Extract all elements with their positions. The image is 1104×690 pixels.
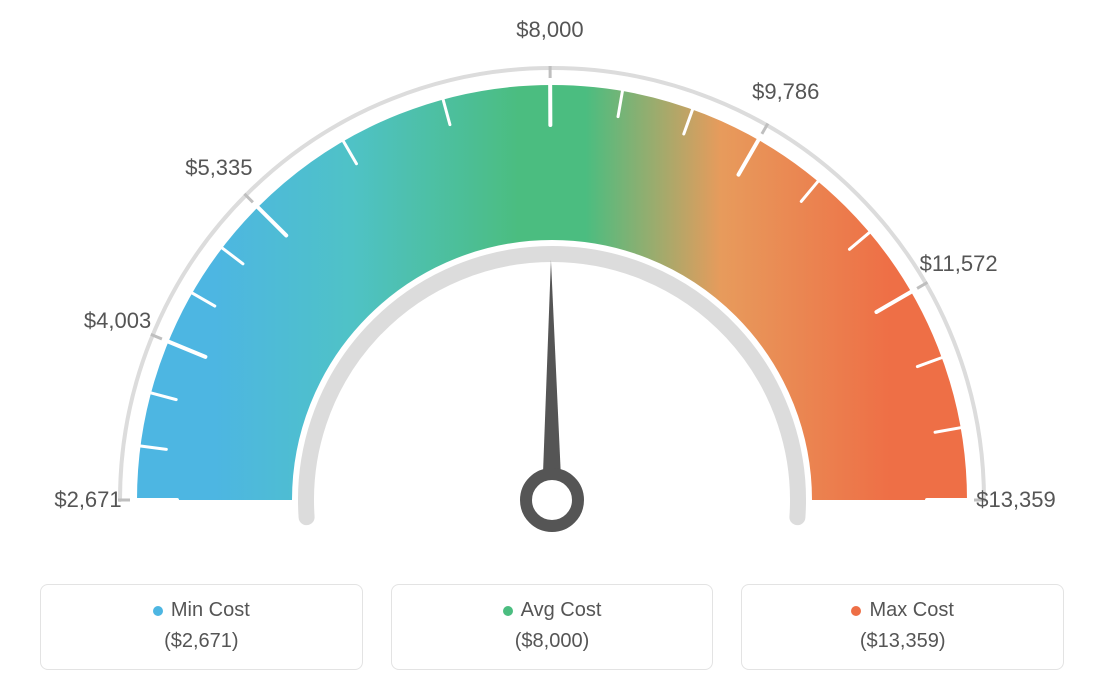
legend-card-avg: Avg Cost ($8,000) xyxy=(391,584,714,670)
gauge-tick-label: $13,359 xyxy=(976,487,1056,513)
legend-card-max: Max Cost ($13,359) xyxy=(741,584,1064,670)
legend-value-min: ($2,671) xyxy=(51,630,352,653)
gauge-svg xyxy=(0,0,1104,560)
legend-title-min: Min Cost xyxy=(153,599,250,622)
dot-icon xyxy=(153,606,163,616)
gauge-tick-label: $9,786 xyxy=(752,79,819,105)
legend-title-avg: Avg Cost xyxy=(503,599,602,622)
legend-card-min: Min Cost ($2,671) xyxy=(40,584,363,670)
gauge-tick-label: $11,572 xyxy=(920,251,998,277)
legend-label-min: Min Cost xyxy=(171,599,250,622)
gauge-tick-label: $4,003 xyxy=(84,308,151,334)
gauge-area: $2,671 $4,003 $5,335 $8,000 $9,786 $11,572 $13… xyxy=(0,0,1104,560)
gauge-tick-label: $5,335 xyxy=(185,155,252,181)
cost-gauge-chart: $2,671 $4,003 $5,335 $8,000 $9,786 $11,572 $13… xyxy=(0,0,1104,690)
dot-icon xyxy=(503,606,513,616)
legend-value-avg: ($8,000) xyxy=(402,630,703,653)
legend-label-max: Max Cost xyxy=(869,599,953,622)
legend-row: Min Cost ($2,671) Avg Cost ($8,000) Max … xyxy=(0,584,1104,670)
gauge-tick-label: $2,671 xyxy=(54,487,121,513)
legend-title-max: Max Cost xyxy=(851,599,953,622)
dot-icon xyxy=(851,606,861,616)
legend-value-max: ($13,359) xyxy=(752,630,1053,653)
gauge-tick-label: $8,000 xyxy=(516,17,583,43)
legend-label-avg: Avg Cost xyxy=(521,599,602,622)
